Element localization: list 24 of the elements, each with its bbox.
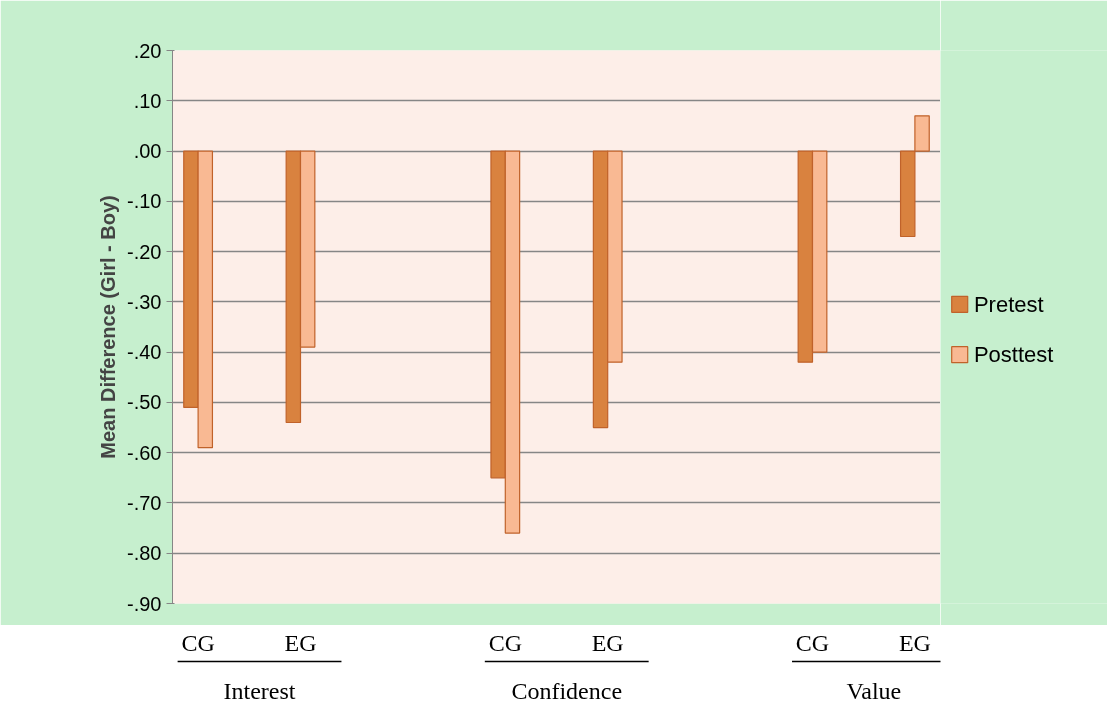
y-tick-label: -.90 <box>127 592 162 615</box>
x-tick-label: EG <box>898 629 931 656</box>
y-tick-label: .10 <box>133 89 162 112</box>
x-tick-label: EG <box>284 629 317 656</box>
text: Interest <box>223 677 296 704</box>
y-tick-label: -.40 <box>127 341 162 364</box>
y-tick-label: -.70 <box>127 491 162 514</box>
y-tick-label: -.80 <box>127 542 162 565</box>
y-tick-label: .00 <box>133 140 162 163</box>
y-tick-label: -.10 <box>127 190 162 213</box>
x-tick-label: CG <box>181 629 215 656</box>
x-tick-label: CG <box>795 629 830 656</box>
y-axis-title: Mean Difference (Girl - Boy) <box>97 195 120 459</box>
y-tick-label: -.60 <box>127 441 162 464</box>
legend-label: Posttest <box>973 342 1054 368</box>
x-tick-label: EG <box>591 629 624 656</box>
y-tick-label: -.50 <box>127 391 162 414</box>
text: Value <box>846 677 902 704</box>
legend-label: Pretest <box>973 291 1044 317</box>
x-tick-label: CG <box>488 629 522 656</box>
y-tick-label: -.20 <box>127 240 162 263</box>
y-tick-label: -.30 <box>127 290 162 313</box>
y-tick-label: .20 <box>133 39 162 62</box>
text: Confidence <box>511 677 623 704</box>
